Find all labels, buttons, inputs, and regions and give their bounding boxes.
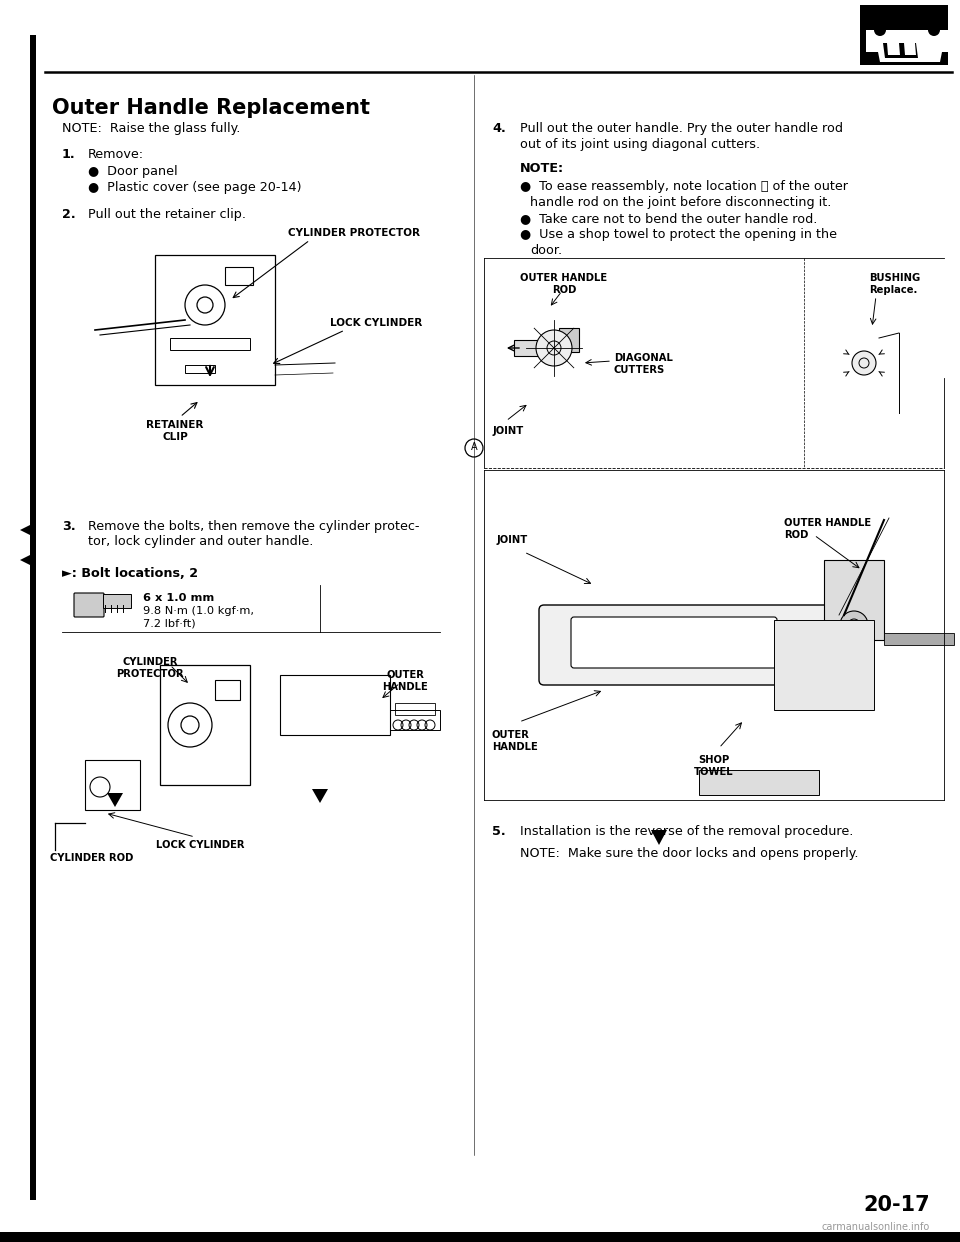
Bar [85, 760, 140, 810]
Polygon shape [651, 830, 667, 845]
Text: JOINT: JOINT [492, 426, 523, 436]
Bar [185, 365, 215, 373]
Text: CYLINDER
PROTECTOR: CYLINDER PROTECTOR [116, 657, 183, 678]
Bar [215, 681, 240, 700]
Text: ●  Use a shop towel to protect the opening in the: ● Use a shop towel to protect the openin… [520, 229, 837, 241]
Text: ●  To ease reassembly, note location Ⓐ of the outer: ● To ease reassembly, note location Ⓐ of… [520, 180, 848, 193]
Polygon shape [20, 522, 36, 538]
Text: LOCK CYLINDER: LOCK CYLINDER [156, 840, 244, 850]
Text: out of its joint using diagonal cutters.: out of its joint using diagonal cutters. [520, 138, 760, 152]
Text: ●  Take care not to bend the outer handle rod.: ● Take care not to bend the outer handle… [520, 212, 817, 225]
Text: NOTE:  Raise the glass fully.: NOTE: Raise the glass fully. [62, 122, 240, 135]
Bar [30, 35, 36, 1200]
Text: 5.: 5. [492, 825, 506, 838]
Bar [514, 340, 564, 356]
Text: CYLINDER ROD: CYLINDER ROD [50, 853, 133, 863]
Text: ●  Plastic cover (see page 20-14): ● Plastic cover (see page 20-14) [88, 181, 301, 194]
Polygon shape [887, 43, 900, 55]
Bar [155, 255, 275, 385]
Bar [160, 664, 250, 785]
Bar [225, 267, 253, 284]
Polygon shape [883, 43, 918, 58]
Text: door.: door. [530, 243, 563, 257]
Bar [280, 674, 390, 735]
Text: handle rod on the joint before disconnecting it.: handle rod on the joint before disconnec… [530, 196, 831, 209]
Text: Installation is the reverse of the removal procedure.: Installation is the reverse of the remov… [520, 825, 853, 838]
Bar [884, 633, 954, 645]
Text: 6 x 1.0 mm: 6 x 1.0 mm [143, 592, 214, 604]
Bar [824, 560, 884, 640]
Circle shape [840, 611, 868, 638]
Text: Remove the bolts, then remove the cylinder protec-: Remove the bolts, then remove the cylind… [88, 520, 420, 533]
Text: OUTER
HANDLE: OUTER HANDLE [382, 669, 428, 692]
Text: OUTER HANDLE
ROD: OUTER HANDLE ROD [520, 273, 608, 294]
Bar [103, 594, 131, 609]
Circle shape [874, 24, 886, 36]
Text: Outer Handle Replacement: Outer Handle Replacement [52, 98, 370, 118]
Text: 9.8 N·m (1.0 kgf·m,: 9.8 N·m (1.0 kgf·m, [143, 606, 254, 616]
Text: Pull out the retainer clip.: Pull out the retainer clip. [88, 207, 246, 221]
Text: ►: Bolt locations, 2: ►: Bolt locations, 2 [62, 568, 198, 580]
Text: ●  Door panel: ● Door panel [88, 165, 178, 178]
Bar [0, 1232, 960, 1242]
Text: DIAGONAL
CUTTERS: DIAGONAL CUTTERS [614, 353, 673, 375]
Text: 1.: 1. [62, 148, 76, 161]
Text: BUSHING
Replace.: BUSHING Replace. [869, 273, 921, 294]
Bar [390, 710, 440, 730]
Text: SHOP
TOWEL: SHOP TOWEL [694, 755, 733, 776]
Text: LOCK CYLINDER: LOCK CYLINDER [330, 318, 422, 328]
Text: OUTER
HANDLE: OUTER HANDLE [492, 730, 538, 751]
Bar [699, 770, 819, 795]
FancyBboxPatch shape [74, 592, 104, 617]
Text: Pull out the outer handle. Pry the outer handle rod: Pull out the outer handle. Pry the outer… [520, 122, 843, 135]
Text: NOTE:  Make sure the door locks and opens properly.: NOTE: Make sure the door locks and opens… [520, 847, 858, 859]
Text: Remove:: Remove: [88, 148, 144, 161]
Text: OUTER HANDLE
ROD: OUTER HANDLE ROD [784, 518, 871, 539]
Bar [395, 703, 435, 715]
Text: carmanualsonline.info: carmanualsonline.info [822, 1222, 930, 1232]
FancyBboxPatch shape [571, 617, 777, 668]
Circle shape [928, 24, 940, 36]
Text: JOINT: JOINT [496, 535, 527, 545]
Circle shape [852, 351, 876, 375]
Text: 4.: 4. [492, 122, 506, 135]
Text: NOTE:: NOTE: [520, 161, 564, 175]
Text: RETAINER
CLIP: RETAINER CLIP [146, 420, 204, 442]
Polygon shape [107, 792, 123, 807]
Bar [860, 5, 948, 65]
Polygon shape [312, 789, 328, 804]
Text: 3.: 3. [62, 520, 76, 533]
Bar [559, 328, 579, 351]
FancyBboxPatch shape [539, 605, 839, 686]
Circle shape [536, 330, 572, 366]
Bar [170, 338, 250, 350]
Bar [774, 620, 874, 710]
Text: tor, lock cylinder and outer handle.: tor, lock cylinder and outer handle. [88, 535, 313, 548]
Text: 2.: 2. [62, 207, 76, 221]
Text: A: A [470, 442, 477, 452]
Text: CYLINDER PROTECTOR: CYLINDER PROTECTOR [288, 229, 420, 238]
Polygon shape [904, 43, 916, 55]
Polygon shape [866, 30, 948, 62]
Polygon shape [20, 551, 36, 568]
Text: 20-17: 20-17 [863, 1195, 930, 1215]
Text: 7.2 lbf·ft): 7.2 lbf·ft) [143, 619, 196, 628]
